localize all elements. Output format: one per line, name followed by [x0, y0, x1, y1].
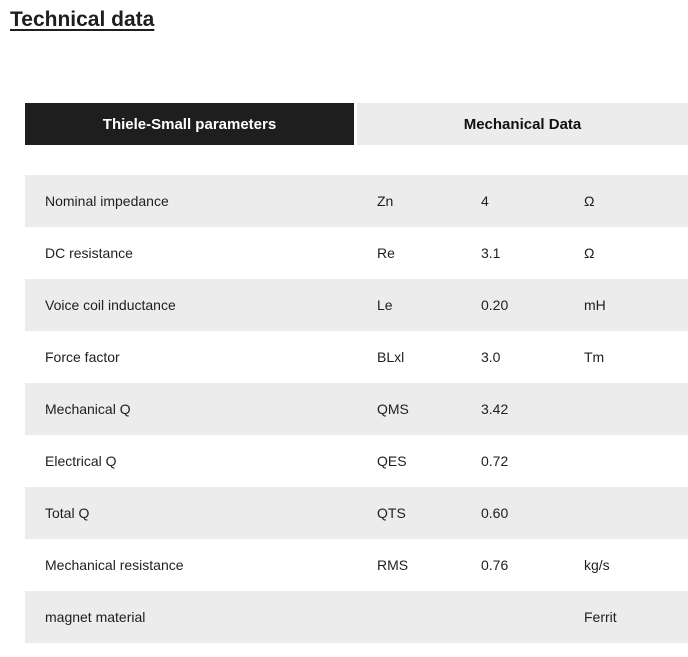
- parameter-unit: kg/s: [584, 557, 610, 573]
- parameter-symbol: QMS: [377, 401, 409, 417]
- table-row: Total Q QTS 0.60: [25, 487, 688, 539]
- parameter-symbol: RMS: [377, 557, 409, 573]
- parameter-unit: Ω: [584, 245, 595, 261]
- parameter-name: Electrical Q: [45, 453, 117, 469]
- parameter-value: 4: [481, 193, 489, 209]
- table-row: DC resistance Re 3.1 Ω: [25, 227, 688, 279]
- parameter-symbol: Le: [377, 297, 393, 313]
- tab-mechanical-data[interactable]: Mechanical Data: [357, 103, 688, 145]
- parameter-symbol: Re: [377, 245, 395, 261]
- table-row: Force factor BLxl 3.0 Tm: [25, 331, 688, 383]
- parameter-name: magnet material: [45, 609, 146, 625]
- parameter-symbol: QES: [377, 453, 407, 469]
- parameter-unit: Tm: [584, 349, 605, 365]
- parameters-table: Nominal impedance Zn 4 Ω DC resistance Re 3.1 Ω…: [25, 175, 688, 643]
- parameter-name: Mechanical Q: [45, 401, 131, 417]
- parameter-symbol: BLxl: [377, 349, 405, 365]
- parameter-name: DC resistance: [45, 245, 133, 261]
- table-row: Mechanical Q QMS 3.42: [25, 383, 688, 435]
- parameter-value: 3.1: [481, 245, 501, 261]
- table-row: Mechanical resistance RMS 0.76 kg/s: [25, 539, 688, 591]
- parameter-symbol: QTS: [377, 505, 406, 521]
- table-row: Voice coil inductance Le 0.20 mH: [25, 279, 688, 331]
- parameter-unit: mH: [584, 297, 606, 313]
- parameter-name: Nominal impedance: [45, 193, 169, 209]
- tab-thiele-small[interactable]: Thiele-Small parameters: [25, 103, 354, 145]
- parameter-value: 0.20: [481, 297, 509, 313]
- parameter-name: Total Q: [45, 505, 90, 521]
- parameter-symbol: Zn: [377, 193, 394, 209]
- parameter-value: 0.72: [481, 453, 509, 469]
- parameter-unit: Ω: [584, 193, 595, 209]
- parameter-value: 0.60: [481, 505, 509, 521]
- parameter-value: 3.42: [481, 401, 509, 417]
- parameter-name: Voice coil inductance: [45, 297, 176, 313]
- parameter-value: 0.76: [481, 557, 509, 573]
- parameter-unit: Ferrit: [584, 609, 617, 625]
- parameter-name: Mechanical resistance: [45, 557, 184, 573]
- parameter-value: 3.0: [481, 349, 501, 365]
- table-row: Nominal impedance Zn 4 Ω: [25, 175, 688, 227]
- table-row: magnet material Ferrit: [25, 591, 688, 643]
- table-row: Electrical Q QES 0.72: [25, 435, 688, 487]
- page-title: Technical data: [10, 8, 155, 31]
- parameter-name: Force factor: [45, 349, 120, 365]
